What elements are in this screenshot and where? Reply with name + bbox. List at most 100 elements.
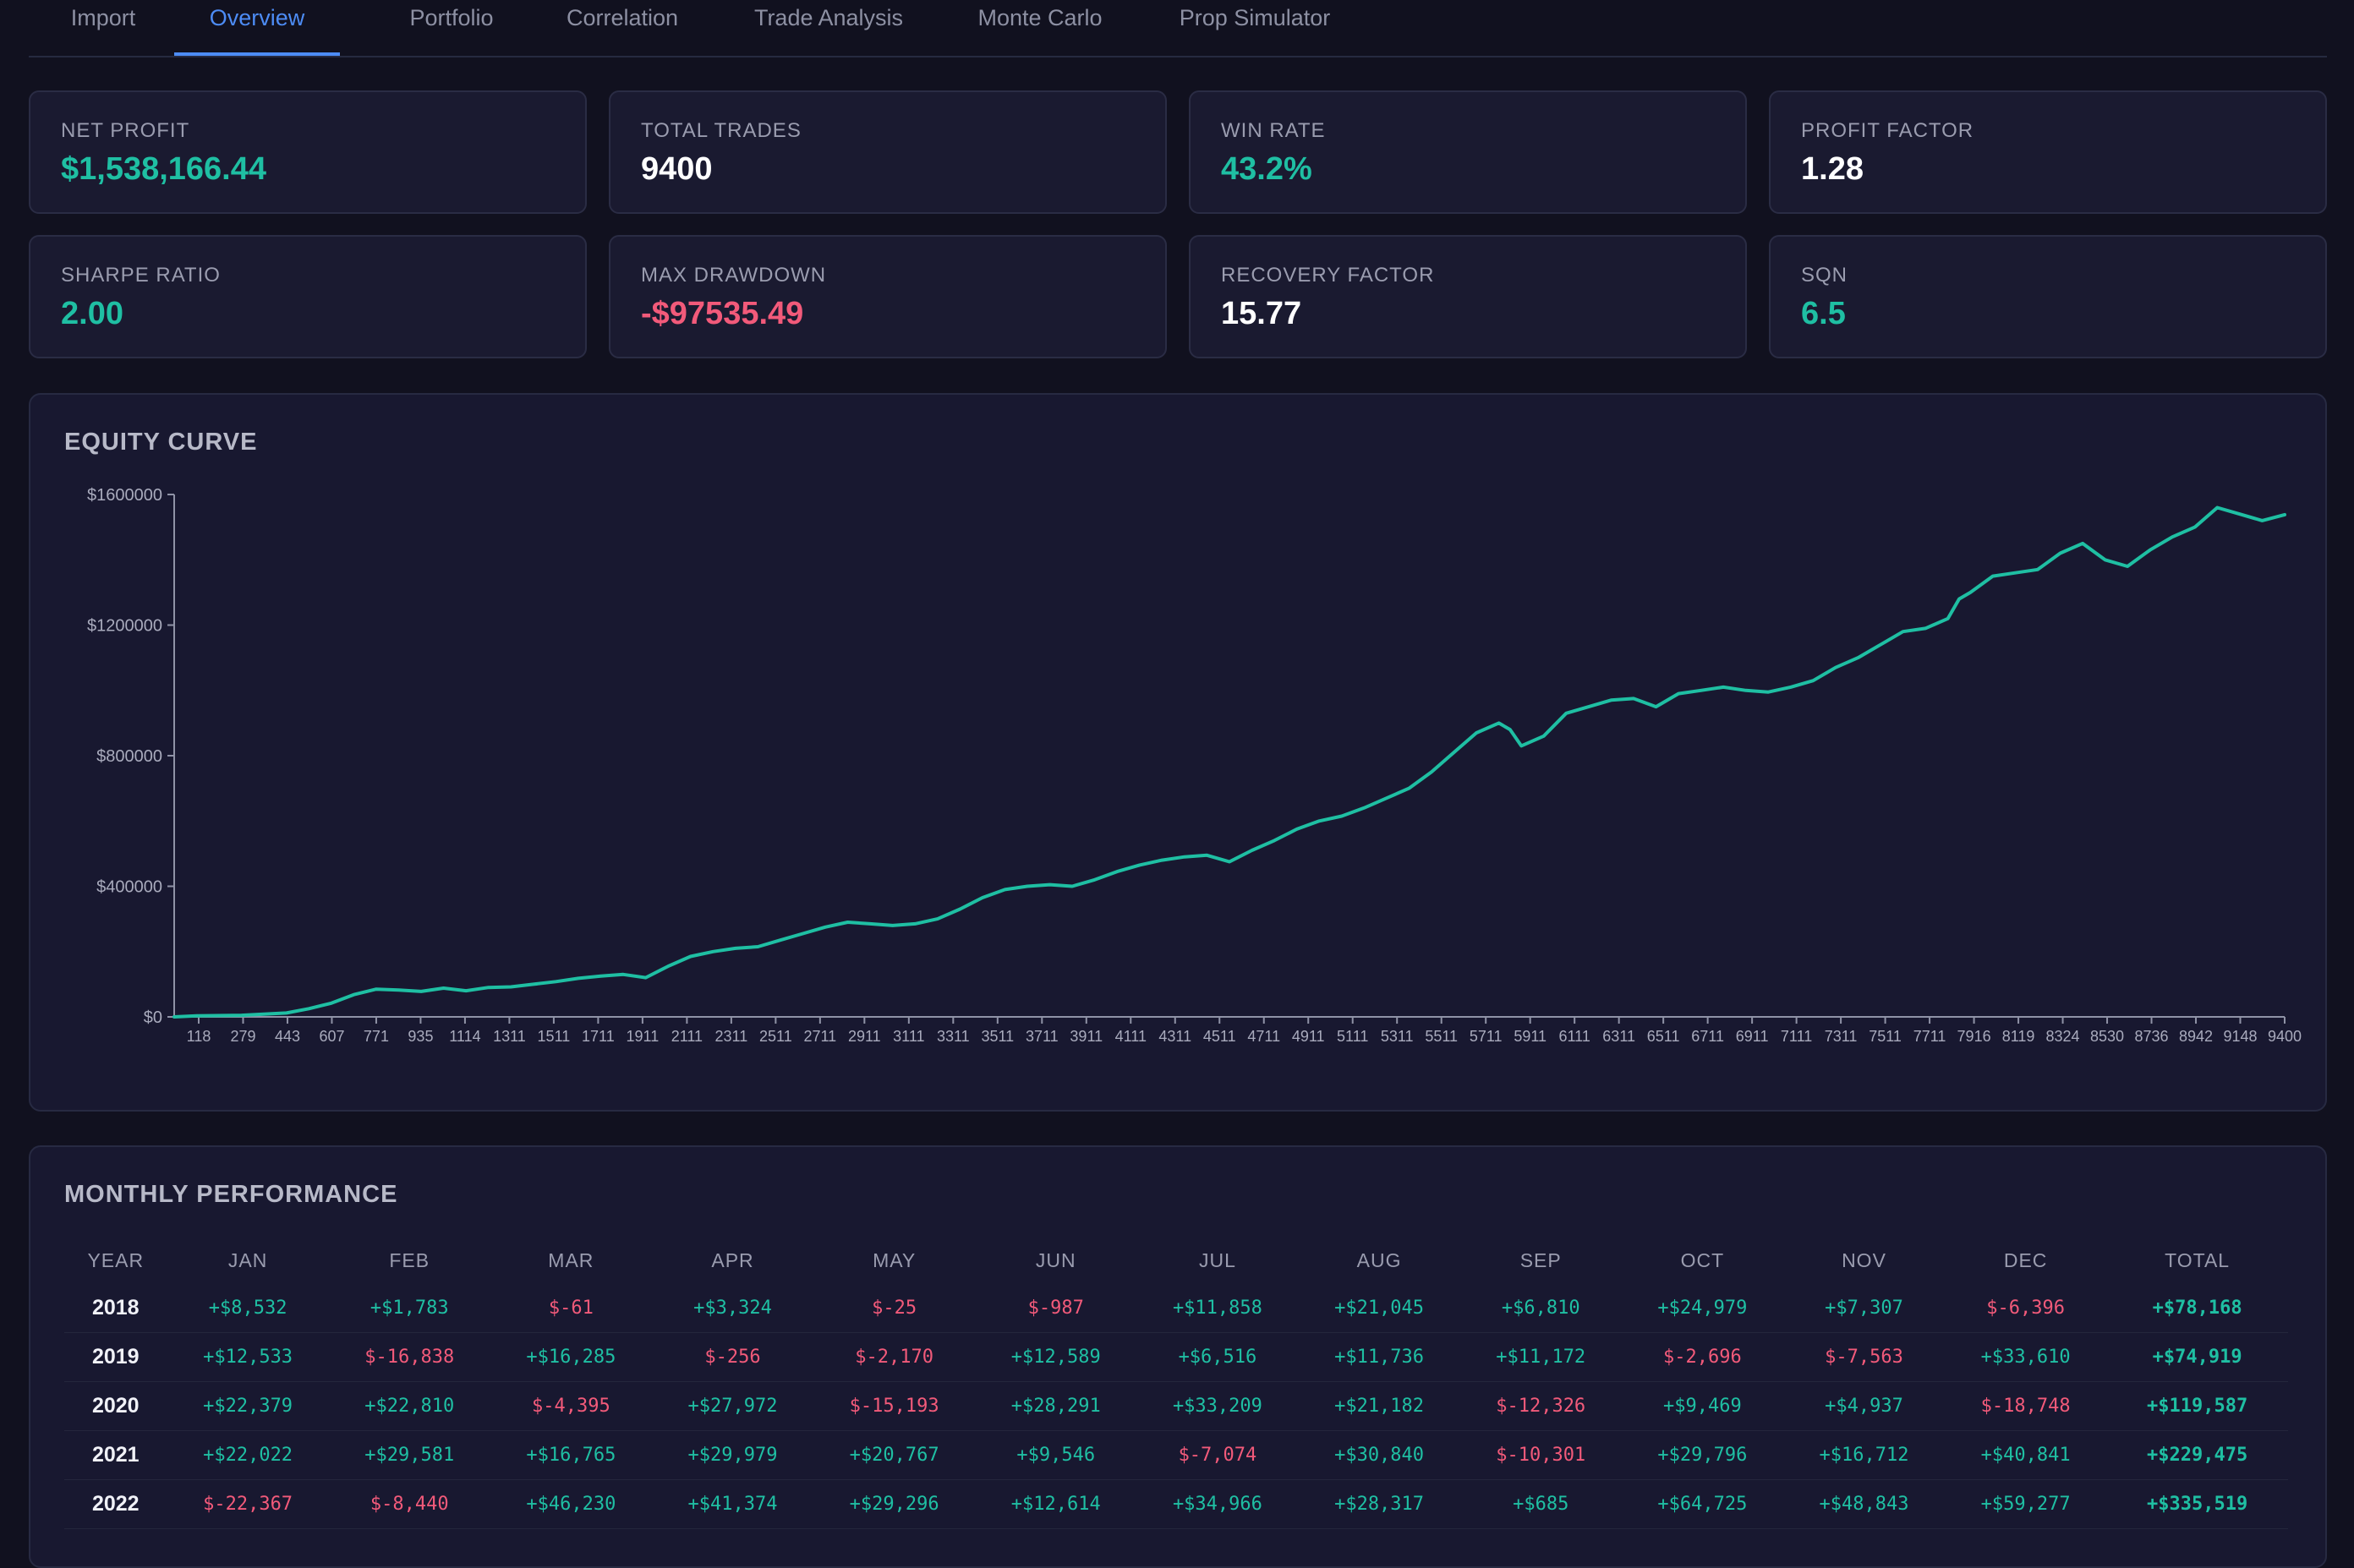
tab-overview[interactable]: Overview xyxy=(174,0,340,56)
tab-import[interactable]: Import xyxy=(70,5,136,30)
month-cell: +$7,307 xyxy=(1782,1284,1946,1333)
column-header: TOTAL xyxy=(2165,1248,2231,1271)
x-tick-label: 6311 xyxy=(1602,1028,1635,1045)
total-cell: +$335,519 xyxy=(2106,1479,2288,1529)
month-cell: +$28,291 xyxy=(975,1381,1137,1431)
table-row: 2018 +$8,532 +$1,783 $-61 +$3,324 $-25 $-987 +$… xyxy=(64,1284,2288,1333)
stat-label: RECOVERY FACTOR xyxy=(1221,264,1435,287)
x-tick-label: 7511 xyxy=(1869,1028,1902,1045)
y-tick-label: $800000 xyxy=(96,747,162,766)
stat-value: 15.77 xyxy=(1221,296,1302,331)
month-cell: +$9,546 xyxy=(975,1430,1137,1480)
x-tick-label: 5311 xyxy=(1381,1028,1414,1045)
x-tick-label: 1511 xyxy=(538,1028,571,1045)
tab-portfolio[interactable]: Portfolio xyxy=(409,5,494,30)
month-cell: +$33,610 xyxy=(1945,1332,2107,1382)
column-header: JAN xyxy=(227,1248,268,1271)
x-tick-label: 2711 xyxy=(803,1028,836,1045)
month-cell: $-987 xyxy=(975,1284,1137,1333)
stat-card-net-profit: NET PROFIT $1,538,166.44 xyxy=(29,90,587,214)
month-cell: +$16,285 xyxy=(490,1332,652,1382)
x-tick-label: 1911 xyxy=(627,1028,660,1045)
month-cell: +$16,765 xyxy=(490,1430,652,1480)
x-tick-label: 3711 xyxy=(1026,1028,1059,1045)
x-tick-label: 2111 xyxy=(671,1028,703,1045)
x-tick-label: 1711 xyxy=(582,1028,615,1045)
x-tick-label: 4711 xyxy=(1247,1028,1280,1045)
x-tick-label: 8530 xyxy=(2090,1028,2124,1045)
month-cell: +$29,796 xyxy=(1621,1430,1783,1480)
month-cell: $-12,326 xyxy=(1459,1381,1622,1431)
month-cell: +$16,712 xyxy=(1782,1430,1946,1480)
x-tick-label: 8324 xyxy=(2046,1028,2080,1045)
tab-prop-simulator[interactable]: Prop Simulator xyxy=(1179,5,1331,30)
y-tick-label: $0 xyxy=(144,1008,162,1027)
equity-curve-title: EQUITY CURVE xyxy=(64,429,258,456)
year-cell: 2020 xyxy=(64,1381,167,1431)
month-cell: +$24,979 xyxy=(1621,1284,1783,1333)
month-cell: $-16,838 xyxy=(328,1332,490,1382)
y-tick-label: $1200000 xyxy=(87,617,162,636)
tab-correlation[interactable]: Correlation xyxy=(566,5,679,30)
monthly-performance-table: YEAR JAN FEB MAR APR MAY JUN JUL AUG SEP OCT NOV DEC… xyxy=(64,1237,2288,1529)
column-header: YEAR xyxy=(87,1248,145,1271)
x-tick-label: 9148 xyxy=(2223,1028,2257,1045)
month-cell: +$12,589 xyxy=(975,1332,1137,1382)
month-cell: $-8,440 xyxy=(328,1479,490,1529)
stat-label: PROFIT FACTOR xyxy=(1801,119,1974,142)
x-tick-label: 118 xyxy=(187,1028,211,1045)
x-tick-label: 7111 xyxy=(1781,1028,1812,1045)
column-header: MAR xyxy=(548,1248,594,1271)
x-tick-label: 1311 xyxy=(493,1028,526,1045)
column-header: FEB xyxy=(389,1248,430,1271)
x-tick-label: 6911 xyxy=(1736,1028,1769,1045)
tab-monte-carlo[interactable]: Monte Carlo xyxy=(977,5,1103,30)
month-cell: +$33,209 xyxy=(1136,1381,1299,1431)
stat-card-max-drawdown: MAX DRAWDOWN -$97535.49 xyxy=(609,235,1167,358)
equity-curve-chart: $0 $400000 $800000 $1200000 $1600000 118 279 44… xyxy=(87,486,2302,1045)
total-cell: +$78,168 xyxy=(2106,1284,2288,1333)
x-tick-label: 2911 xyxy=(848,1028,881,1045)
stat-card-total-trades: TOTAL TRADES 9400 xyxy=(609,90,1167,214)
month-cell: $-7,563 xyxy=(1782,1332,1946,1382)
stat-card-sharpe-ratio: SHARPE RATIO 2.00 xyxy=(29,235,587,358)
x-tick-label: 5711 xyxy=(1470,1028,1503,1045)
month-cell: +$27,972 xyxy=(651,1381,814,1431)
total-cell: +$229,475 xyxy=(2106,1430,2288,1480)
stat-value: 9400 xyxy=(641,151,713,187)
year-cell: 2021 xyxy=(64,1430,167,1480)
column-header: DEC xyxy=(2003,1248,2048,1271)
month-cell: +$21,182 xyxy=(1298,1381,1460,1431)
month-cell: $-6,396 xyxy=(1945,1284,2107,1333)
monthly-performance-panel: MONTHLY PERFORMANCE YEAR JAN FEB MAR APR MAY J… xyxy=(29,1145,2327,1568)
month-cell: $-4,395 xyxy=(490,1381,652,1431)
x-tick-label: 279 xyxy=(230,1028,255,1045)
column-header: MAY xyxy=(873,1248,917,1271)
tab-trade-analysis[interactable]: Trade Analysis xyxy=(753,5,904,30)
x-tick-label: 6511 xyxy=(1647,1028,1680,1045)
month-cell: +$34,966 xyxy=(1136,1479,1299,1529)
x-tick-label: 4111 xyxy=(1115,1028,1147,1045)
stat-value: $1,538,166.44 xyxy=(61,151,267,187)
table-row: 2020 +$22,379 +$22,810 $-4,395 +$27,972 $-15,… xyxy=(64,1381,2288,1431)
column-header: OCT xyxy=(1680,1248,1725,1271)
month-cell: +$11,172 xyxy=(1459,1332,1622,1382)
x-tick-label: 3511 xyxy=(981,1028,1014,1045)
month-cell: +$28,317 xyxy=(1298,1479,1460,1529)
month-cell: +$29,979 xyxy=(651,1430,814,1480)
month-cell: +$12,614 xyxy=(975,1479,1137,1529)
column-header: JUL xyxy=(1198,1248,1236,1271)
month-cell: $-256 xyxy=(651,1332,814,1382)
month-cell: +$20,767 xyxy=(813,1430,976,1480)
month-cell: +$48,843 xyxy=(1782,1479,1946,1529)
stat-label: TOTAL TRADES xyxy=(641,119,802,142)
month-cell: +$1,783 xyxy=(328,1284,490,1333)
stat-card-win-rate: WIN RATE 43.2% xyxy=(1189,90,1747,214)
column-header: SEP xyxy=(1519,1248,1562,1271)
month-cell: +$9,469 xyxy=(1621,1381,1783,1431)
stat-label: MAX DRAWDOWN xyxy=(641,264,827,287)
column-header: JUN xyxy=(1035,1248,1076,1271)
column-header: APR xyxy=(711,1248,754,1271)
month-cell: +$8,532 xyxy=(167,1284,329,1333)
stat-label: WIN RATE xyxy=(1221,119,1326,142)
